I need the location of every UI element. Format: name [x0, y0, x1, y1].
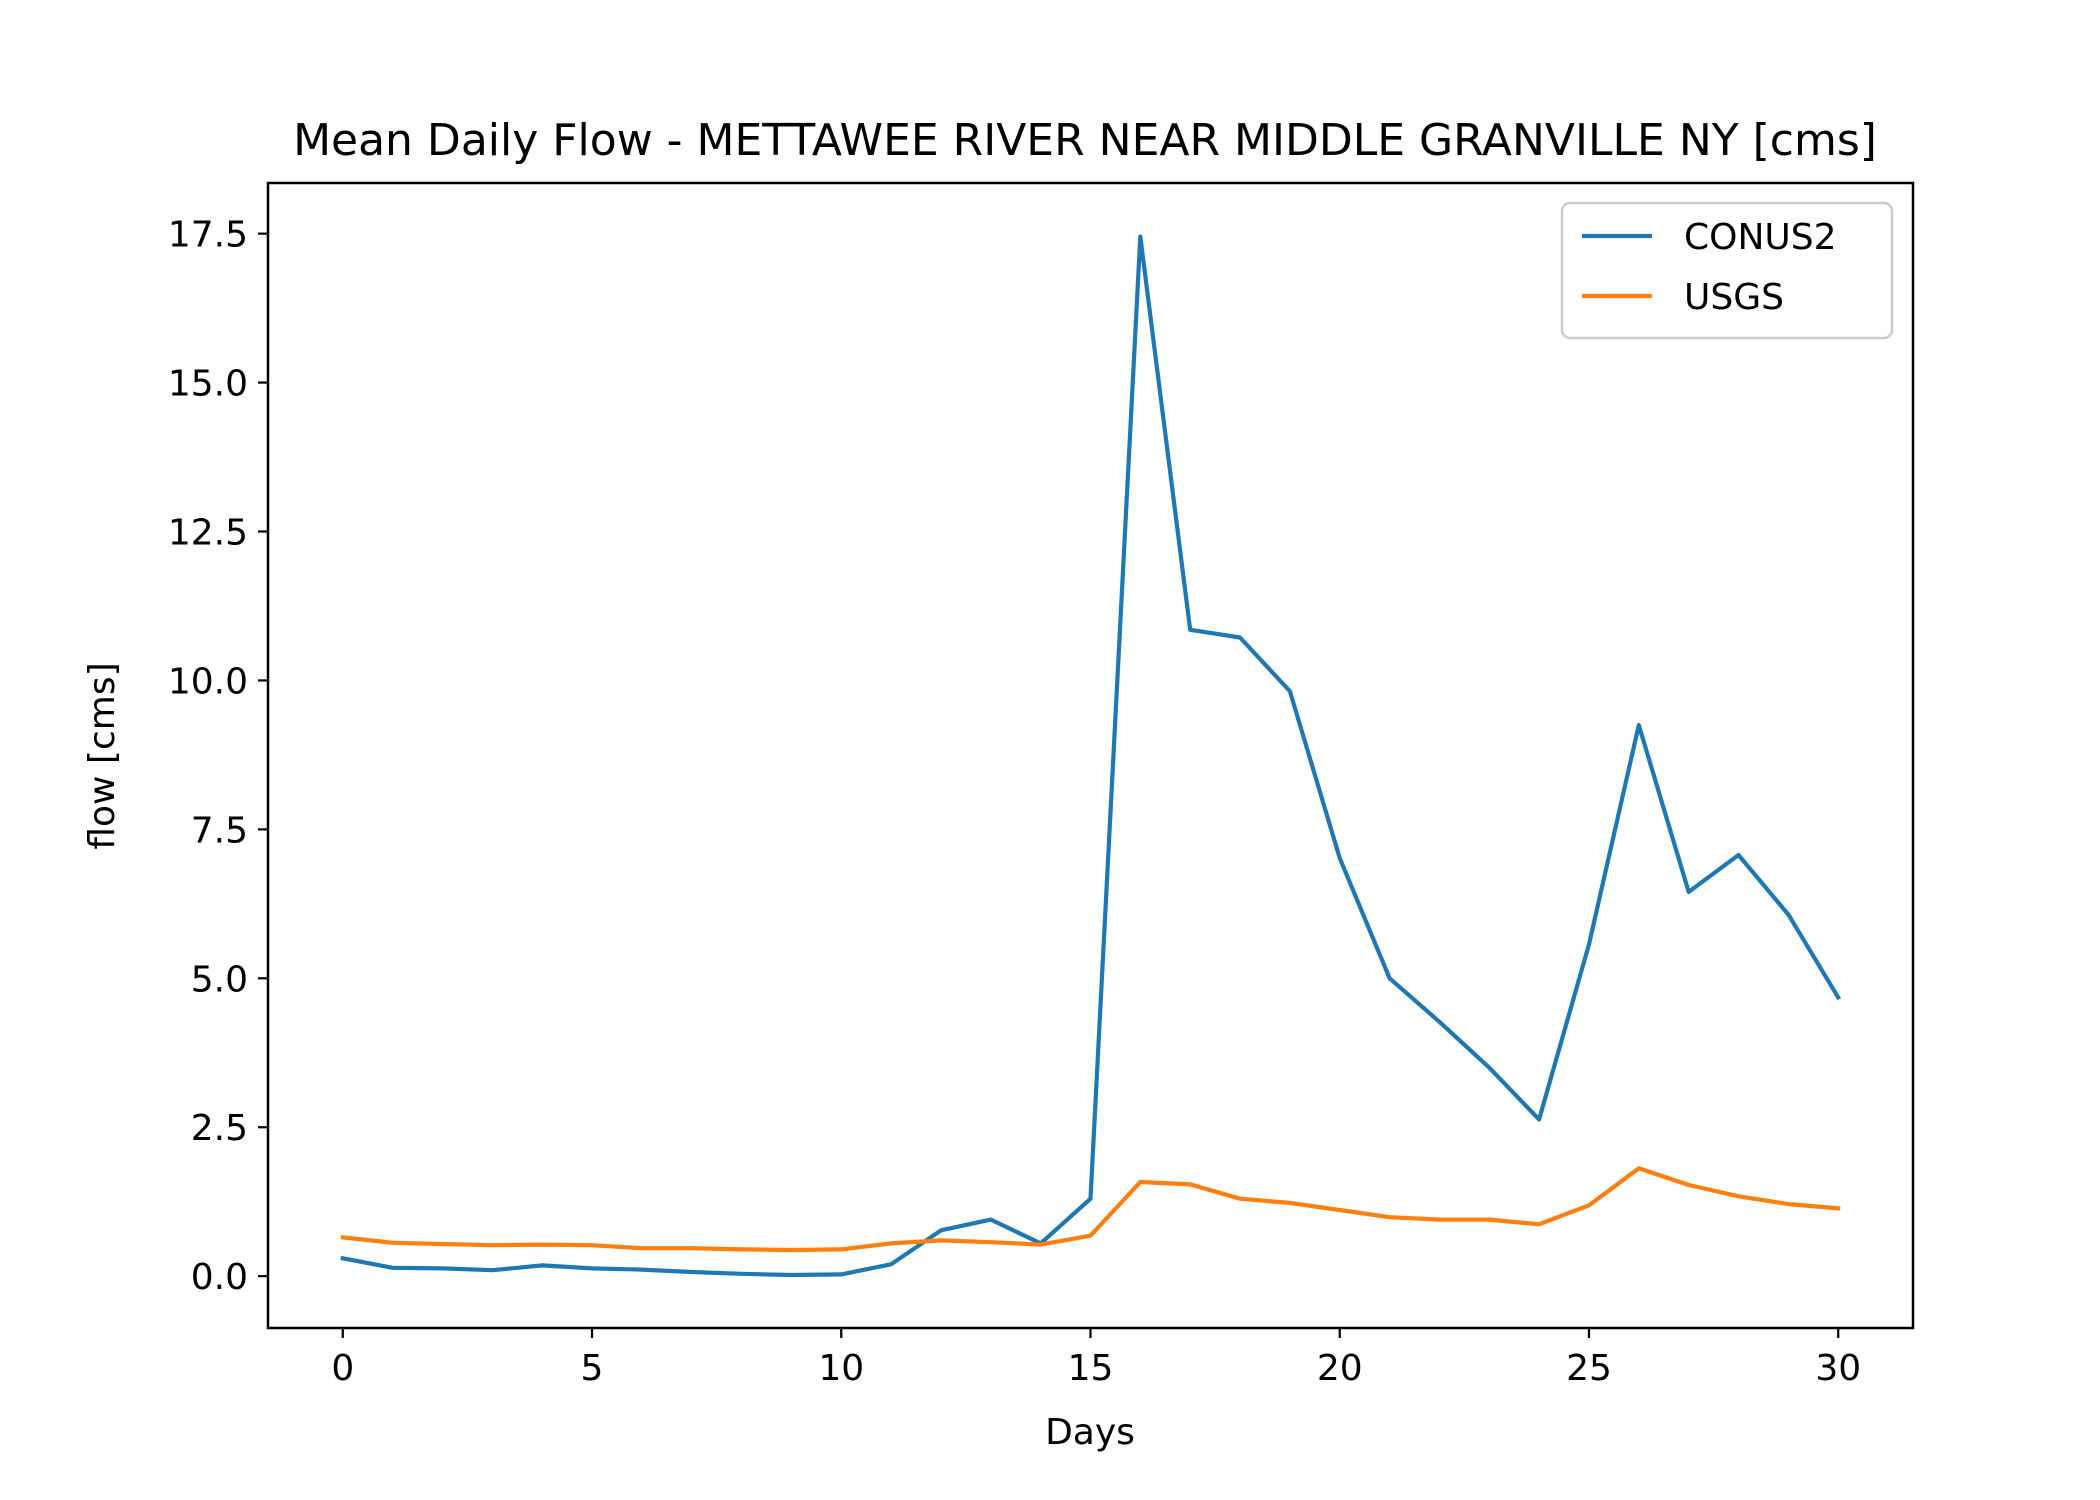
y-axis: 0.0 2.5 5.0 7.5 10.0 12.5 15.0 17.5 [168, 215, 268, 1298]
y-axis-label: flow [cms] [82, 662, 123, 849]
x-tick-label: 15 [1068, 1348, 1114, 1389]
x-tick-label: 30 [1815, 1348, 1861, 1389]
legend-label-usgs: USGS [1684, 277, 1784, 318]
x-tick-label: 25 [1566, 1348, 1612, 1389]
x-tick-label: 20 [1317, 1348, 1363, 1389]
x-axis-label: Days [1045, 1412, 1135, 1453]
x-tick-label: 5 [581, 1348, 604, 1389]
legend-label-conus2: CONUS2 [1684, 217, 1837, 258]
series-line-usgs [340, 1166, 1841, 1253]
series-layer [340, 234, 1842, 1278]
x-tick-label: 10 [818, 1348, 864, 1389]
x-axis: 0 5 10 15 20 25 30 [331, 1328, 1861, 1389]
y-tick-label: 10.0 [168, 661, 248, 702]
y-tick-label: 5.0 [191, 959, 248, 1000]
y-tick-label: 7.5 [191, 810, 248, 851]
y-tick-label: 2.5 [191, 1108, 248, 1149]
y-tick-label: 12.5 [168, 513, 248, 554]
chart-title: Mean Daily Flow - METTAWEE RIVER NEAR MI… [293, 115, 1877, 166]
y-tick-label: 0.0 [191, 1257, 248, 1298]
y-tick-label: 15.0 [168, 364, 248, 405]
y-tick-label: 17.5 [168, 215, 248, 256]
series-line-conus2 [340, 234, 1842, 1278]
legend-items: CONUS2 USGS [1582, 217, 1837, 318]
legend: CONUS2 USGS [1560, 201, 1894, 340]
x-tick-label: 0 [331, 1348, 354, 1389]
